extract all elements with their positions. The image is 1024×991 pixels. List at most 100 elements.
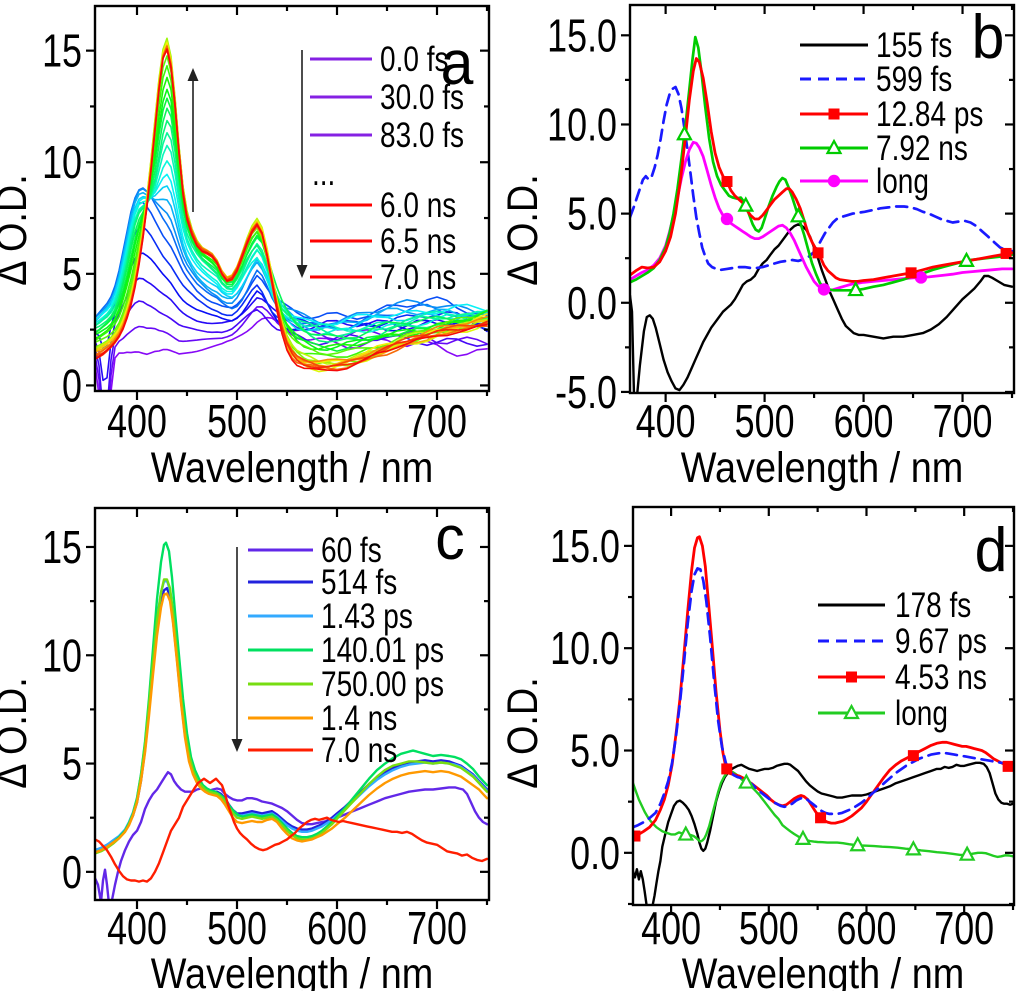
legend-item: ...	[312, 153, 335, 193]
legend-item: 7.0 ns	[310, 257, 456, 297]
y-tick-label: 10.0	[547, 99, 617, 150]
legend-item: 83.0 fs	[310, 115, 464, 155]
marker-triangle	[794, 829, 812, 845]
x-tick-label: 400	[107, 396, 167, 447]
legend-item: 7.92 ns	[800, 128, 968, 168]
marker-square	[905, 267, 917, 279]
legend-label: 7.0 ns	[321, 730, 397, 770]
legend-label: long	[876, 161, 929, 201]
series-group-c	[96, 541, 488, 899]
annotation-arrow-up-icon-head	[187, 68, 199, 81]
annotation-arrow-down-icon-head	[231, 739, 243, 752]
marker-triangle	[737, 196, 755, 212]
legend-label: 30.0 fs	[380, 77, 464, 117]
x-tick-label: 700	[407, 903, 467, 954]
legend-item: 514 fs	[248, 562, 397, 602]
legend-label: 12.84 ps	[876, 94, 983, 134]
legend-label: 60 fs	[321, 530, 382, 570]
x-tick-label: 600	[307, 396, 367, 447]
x-tick-label: 700	[933, 396, 993, 447]
x-axis-label: Wavelength / nm	[681, 443, 964, 492]
legend-label: 155 fs	[876, 25, 952, 65]
legend-label: 4.53 ns	[895, 657, 987, 697]
x-axis-label: Wavelength / nm	[682, 949, 965, 991]
y-tick-label: 15.0	[550, 521, 620, 572]
legend-item: 1.43 ps	[248, 596, 413, 636]
marker-circle	[817, 283, 831, 296]
x-tick-label: 500	[735, 396, 795, 447]
series-599-fs	[631, 85, 1013, 272]
x-tick-label: 700	[934, 903, 994, 954]
x-tick-label: 500	[739, 903, 799, 954]
legend-label: 12.84 ps	[876, 94, 983, 134]
legend-item: 155 fs	[800, 25, 952, 65]
legend-label: 83.0 fs	[380, 115, 464, 155]
y-tick-label: 0.0	[567, 278, 617, 329]
y-tick-label: 0.0	[567, 278, 617, 329]
legend-label: 599 fs	[876, 59, 952, 99]
panel-letter-a: a	[441, 28, 474, 98]
series-4-53-ns	[634, 535, 1013, 838]
legend-label: 155 fs	[876, 25, 952, 65]
panel-c: 400 500 600 700 0 5 10 15 Wavelength / nm Δ O.D. c…	[0, 503, 491, 991]
panel-letter-c: c	[435, 503, 464, 573]
legend-label: 7.92 ns	[876, 128, 968, 168]
x-tick-label: 600	[837, 903, 897, 954]
y-axis-label: Δ O.D.	[498, 174, 547, 285]
y-tick-label: 15	[42, 25, 82, 76]
legend-item: 599 fs	[800, 59, 952, 99]
legend-label: 0.0 fs	[380, 39, 448, 79]
legend-item: 140.01 ps	[248, 630, 444, 670]
x-tick-label: 400	[641, 903, 701, 954]
series-155-fs	[631, 223, 1013, 392]
legend-label: 1.43 ps	[321, 596, 413, 636]
legend-item: long	[800, 161, 929, 201]
y-tick-label: 5.0	[567, 188, 617, 239]
x-tick-label: 400	[107, 903, 167, 954]
y-tick-label: 10	[42, 137, 82, 188]
series-1-4-ns	[96, 592, 488, 854]
y-axis-label: Δ O.D.	[0, 174, 36, 285]
panel-letter-b: b	[972, 2, 1005, 72]
marker-triangle	[789, 206, 807, 223]
y-axis-label: Δ O.D.	[498, 677, 547, 788]
y-tick-label: 0.0	[570, 828, 620, 879]
legend-label: long	[895, 693, 948, 733]
annotation-arrow-down-icon-head	[296, 265, 308, 278]
legend-item: 4.53 ns	[818, 657, 987, 697]
marker-square	[1000, 247, 1012, 259]
legend-label: 30.0 fs	[380, 77, 464, 117]
series-group-b	[631, 35, 1013, 392]
series-178-fs	[634, 761, 1013, 904]
legend-label: 750.00 ps	[321, 664, 444, 704]
marker-square	[721, 763, 733, 775]
x-axis-label: Wavelength / nm	[681, 443, 964, 492]
legend-item: long	[818, 693, 948, 733]
legend-label: 514 fs	[321, 562, 397, 602]
marker-triangle	[737, 773, 755, 789]
y-tick-label: 5	[62, 738, 82, 789]
series-60-fs	[96, 771, 488, 899]
legend-item: 6.0 ns	[310, 185, 456, 225]
series-7-0-ns	[96, 777, 488, 883]
y-tick-label: 0.0	[570, 828, 620, 879]
marker-square	[1002, 760, 1013, 772]
legend-marker-triangle	[843, 703, 860, 720]
legend-marker-square	[846, 671, 857, 683]
panel-letter-c: c	[435, 503, 464, 573]
legend-item: 0.0 fs	[310, 39, 448, 79]
y-tick-label: 15	[42, 522, 82, 573]
x-tick-label: 500	[739, 903, 799, 954]
x-tick-label: 500	[207, 396, 267, 447]
x-tick-label: 500	[207, 396, 267, 447]
marker-triangle	[958, 845, 976, 861]
x-tick-label: 700	[407, 396, 467, 447]
y-tick-label: 0	[62, 360, 82, 411]
legend-label: 140.01 ps	[321, 630, 444, 670]
legend-ellipsis: ...	[312, 153, 335, 193]
x-tick-label: 400	[641, 903, 701, 954]
y-axis-label-group: Δ O.D.	[0, 174, 36, 285]
y-tick-label: 5.0	[567, 188, 617, 239]
x-tick-label: 600	[307, 903, 367, 954]
y-axis-label-group: Δ O.D.	[0, 677, 36, 788]
